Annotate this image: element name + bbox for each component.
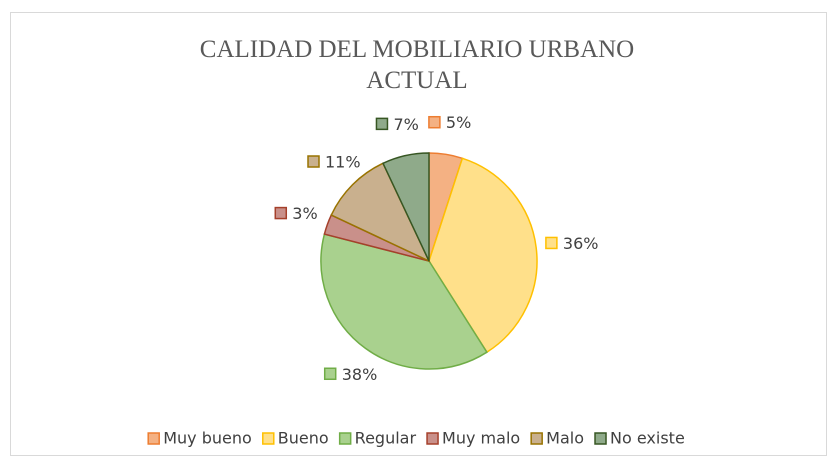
legend-label: Muy malo (442, 429, 520, 448)
legend-label: No existe (610, 429, 685, 448)
legend-marker (147, 432, 160, 445)
label-marker (375, 117, 389, 131)
label-marker (274, 206, 288, 220)
pie-slice (428, 157, 538, 354)
legend-label: Bueno (278, 429, 329, 448)
legend-marker (262, 432, 275, 445)
data-label: 5% (446, 113, 471, 132)
legend-label: Regular (355, 429, 417, 448)
chart-title: CALIDAD DEL MOBILIARIO URBANO ACTUAL (199, 36, 635, 94)
label-marker (323, 367, 337, 381)
legend-marker (594, 432, 607, 445)
data-label: 36% (563, 234, 599, 253)
label-marker (545, 236, 558, 250)
label-marker (428, 115, 441, 129)
data-label: 38% (342, 365, 378, 384)
legend-marker (530, 432, 543, 445)
legend-marker (338, 432, 352, 445)
pie-slice (320, 233, 488, 370)
legend-marker (426, 432, 439, 445)
data-label: 3% (292, 204, 317, 223)
data-label: 11% (325, 153, 361, 172)
legend-label: Malo (546, 429, 584, 448)
data-label: 7% (393, 115, 418, 134)
label-marker (307, 155, 320, 168)
legend-label: Muy bueno (163, 429, 252, 448)
pie-slice (382, 152, 430, 262)
pie-slice (330, 162, 431, 263)
